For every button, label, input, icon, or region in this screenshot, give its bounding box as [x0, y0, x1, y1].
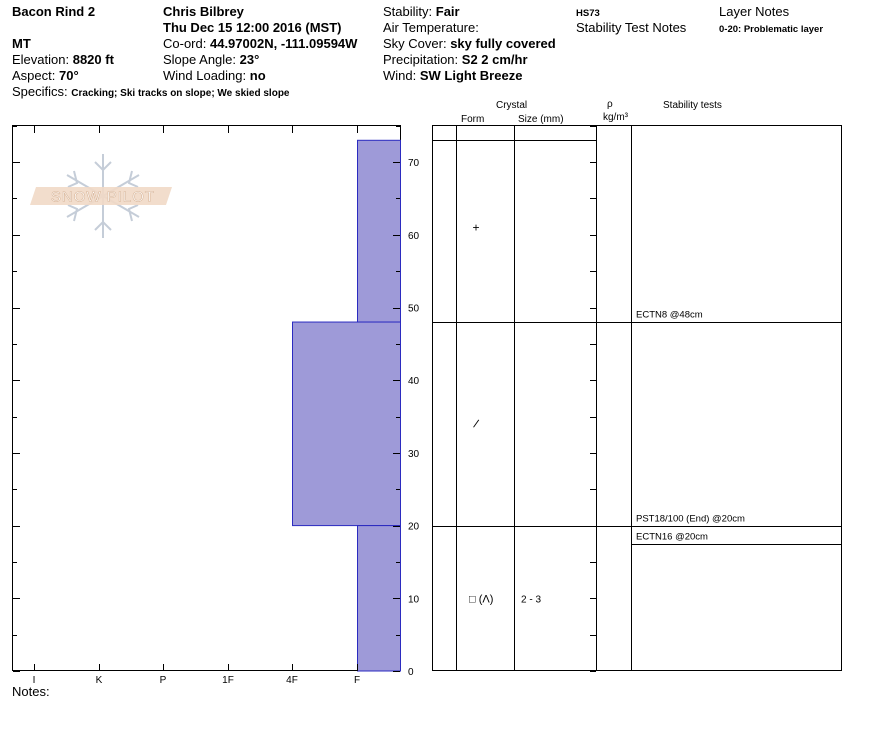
sky-value: sky fully covered — [450, 36, 556, 51]
wind-loading-value: no — [249, 68, 266, 83]
hardness-layer-bar — [292, 321, 401, 527]
aspect-row: Aspect: 70° — [12, 68, 79, 83]
stability-test-label: PST18/100 (End) @20cm — [636, 514, 745, 525]
crystal-form-symbol: + — [472, 221, 479, 235]
wind-row: Wind: SW Light Breeze — [383, 68, 522, 83]
slope-label: Slope Angle: — [163, 52, 237, 67]
observer: Chris Bilbrey — [163, 4, 244, 19]
hardness-tick-label: 1F — [222, 675, 234, 686]
wind-label: Wind: — [383, 68, 417, 83]
height-tick-label: 70 — [408, 158, 420, 169]
stability-notes-title: Stability Test Notes — [576, 20, 687, 35]
layer-note: 0-20: Problematic layer — [719, 24, 824, 35]
size-header: Size (mm) — [518, 114, 564, 125]
specifics-row: Specifics: Cracking; Ski tracks on slope… — [12, 84, 290, 101]
stability-value: Fair — [435, 4, 460, 19]
snow-pilot-logo: SNOW PILOT — [30, 154, 172, 238]
aspect-value: 70° — [58, 68, 79, 83]
layer-notes-title: Layer Notes — [719, 4, 790, 19]
hs-value: HS73 — [576, 8, 600, 19]
height-tick-label: 10 — [408, 594, 420, 605]
rho-header: ρ — [607, 99, 613, 110]
wind-loading-label: Wind Loading: — [163, 68, 247, 83]
table-frame — [432, 125, 842, 671]
height-tick-label: 30 — [408, 449, 420, 460]
state: MT — [12, 36, 31, 51]
form-header: Form — [461, 114, 485, 125]
crystal-header: Crystal — [496, 100, 528, 111]
coord-label: Co-ord: — [163, 36, 207, 51]
datetime: Thu Dec 15 12:00 2016 (MST) — [163, 20, 342, 35]
elevation-label: Elevation: — [12, 52, 70, 67]
height-tick-label: 50 — [408, 304, 420, 315]
wind-loading-row: Wind Loading: no — [163, 68, 266, 83]
hardness-layer-bar — [357, 139, 401, 323]
stability-tests-header: Stability tests — [663, 100, 722, 111]
logo-text: SNOW PILOT — [51, 189, 155, 206]
aspect-label: Aspect: — [12, 68, 56, 83]
height-tick-label: 0 — [408, 667, 414, 678]
specifics-label: Specifics: — [12, 84, 68, 99]
hardness-tick-label: 4F — [286, 675, 298, 686]
notes-label: Notes: — [12, 684, 50, 699]
slope-value: 23° — [239, 52, 260, 67]
hardness-tick-label: I — [33, 675, 36, 686]
crystal-size-label: 2 - 3 — [521, 594, 541, 605]
wind-value: SW Light Breeze — [419, 68, 523, 83]
sky-label: Sky Cover: — [383, 36, 447, 51]
elevation-row: Elevation: 8820 ft — [12, 52, 114, 67]
air-temp-label: Air Temperature: — [383, 20, 479, 35]
height-tick-label: 60 — [408, 231, 420, 242]
hardness-tick-label: K — [96, 675, 103, 686]
hardness-tick-label: P — [160, 675, 167, 686]
stability-row: Stability: Fair — [383, 4, 460, 19]
hardness-tick-label: F — [354, 675, 360, 686]
elevation-value: 8820 ft — [72, 52, 114, 67]
precip-label: Precipitation: — [383, 52, 459, 67]
stability-test-label: ECTN16 @20cm — [636, 532, 708, 543]
stability-label: Stability: — [383, 4, 433, 19]
precip-value: S2 2 cm/hr — [461, 52, 528, 67]
crystal-form-symbol: / — [472, 417, 481, 432]
height-tick-label: 20 — [408, 522, 420, 533]
coord-row: Co-ord: 44.97002N, -111.09594W — [163, 36, 357, 51]
pit-name: Bacon Rind 2 — [12, 4, 96, 19]
specifics-value: Cracking; Ski tracks on slope; We skied … — [71, 88, 290, 99]
slope-row: Slope Angle: 23° — [163, 52, 259, 67]
height-tick-label: 40 — [408, 376, 420, 387]
crystal-form-symbol: □ (Λ) — [469, 593, 493, 605]
precip-row: Precipitation: S2 2 cm/hr — [383, 52, 528, 67]
coord-value: 44.97002N, -111.09594W — [209, 36, 358, 51]
density-unit-header: kg/m³ — [603, 112, 628, 123]
stability-test-label: ECTN8 @48cm — [636, 310, 703, 321]
sky-row: Sky Cover: sky fully covered — [383, 36, 556, 51]
